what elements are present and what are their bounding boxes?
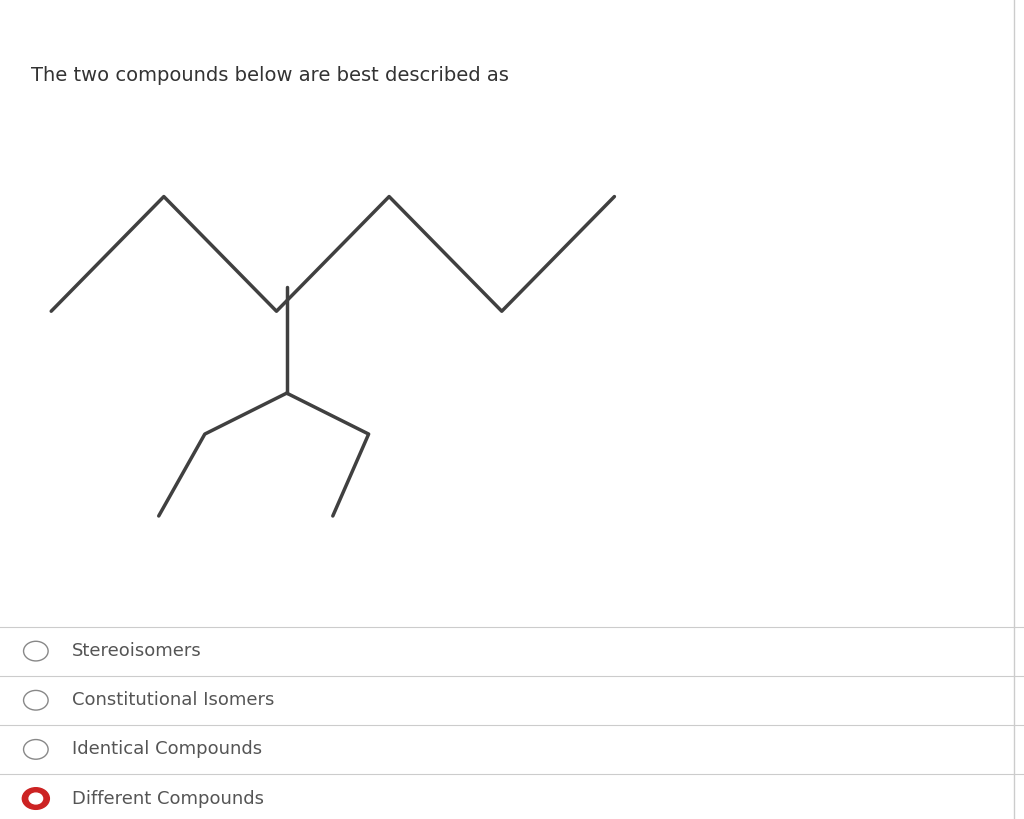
Text: Different Compounds: Different Compounds <box>72 790 264 808</box>
Circle shape <box>24 740 48 759</box>
Text: Stereoisomers: Stereoisomers <box>72 642 202 660</box>
Circle shape <box>29 793 43 804</box>
Circle shape <box>24 690 48 710</box>
Circle shape <box>24 641 48 661</box>
Circle shape <box>23 788 49 809</box>
Text: Constitutional Isomers: Constitutional Isomers <box>72 691 274 709</box>
Text: Identical Compounds: Identical Compounds <box>72 740 262 758</box>
Text: The two compounds below are best described as: The two compounds below are best describ… <box>31 66 509 84</box>
